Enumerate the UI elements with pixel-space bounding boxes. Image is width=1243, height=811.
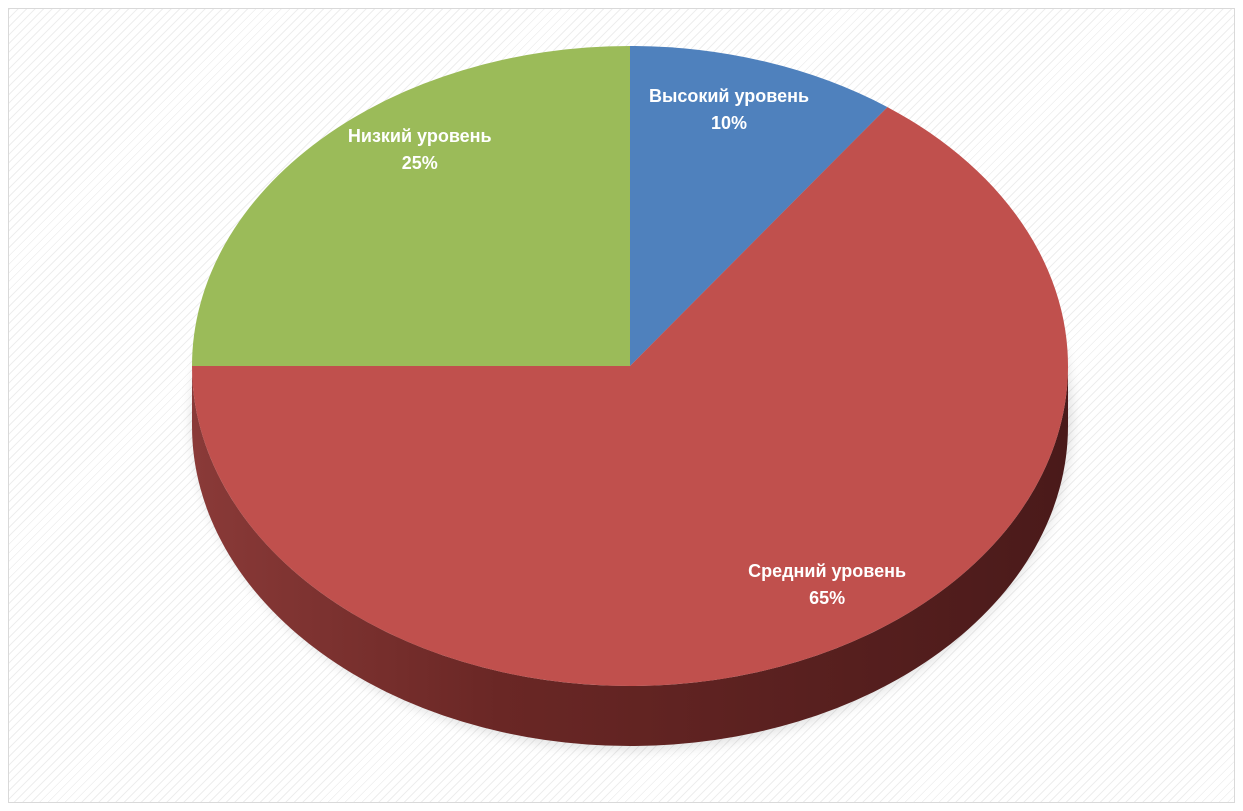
pie-slice-high bbox=[630, 46, 888, 366]
slice-label-low: Низкий уровень bbox=[348, 126, 492, 146]
slice-percent-low: 25% bbox=[402, 153, 438, 173]
pie-slice-low bbox=[192, 46, 630, 366]
pie-slice-medium bbox=[192, 107, 1068, 686]
slice-label-medium: Средний уровень bbox=[748, 561, 906, 581]
slice-percent-high: 10% bbox=[711, 113, 747, 133]
slice-percent-medium: 65% bbox=[809, 588, 845, 608]
slice-label-high: Высокий уровень bbox=[649, 86, 809, 106]
pie-side-wall bbox=[192, 366, 1068, 746]
